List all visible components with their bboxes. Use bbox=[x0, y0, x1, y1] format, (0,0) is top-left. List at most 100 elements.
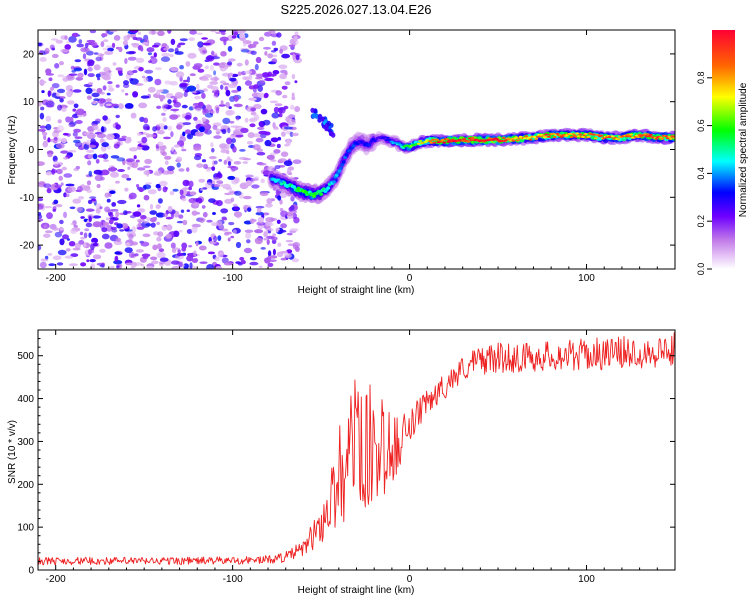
noise-blob bbox=[170, 38, 176, 46]
ridge-blob bbox=[380, 135, 384, 138]
noise-blob bbox=[227, 61, 233, 66]
noise-blob bbox=[267, 53, 274, 59]
noise-blob bbox=[245, 180, 252, 187]
ridge-blob bbox=[517, 137, 522, 140]
noise-blob bbox=[157, 231, 164, 237]
noise-blob bbox=[196, 83, 200, 90]
noise-blob bbox=[203, 163, 208, 169]
noise-blob bbox=[110, 155, 120, 159]
noise-blob bbox=[213, 184, 220, 188]
noise-blob bbox=[272, 122, 276, 129]
noise-blob bbox=[167, 205, 173, 212]
noise-blob bbox=[138, 67, 144, 72]
noise-blob bbox=[38, 128, 47, 132]
noise-blob bbox=[86, 95, 92, 100]
noise-blob bbox=[67, 185, 76, 193]
noise-blob bbox=[246, 239, 251, 244]
noise-blob bbox=[193, 250, 197, 257]
noise-blob bbox=[277, 195, 282, 201]
noise-blob bbox=[266, 239, 270, 245]
noise-blob bbox=[264, 257, 271, 264]
noise-blob bbox=[289, 228, 299, 232]
noise-blob bbox=[183, 91, 188, 98]
noise-blob bbox=[70, 228, 77, 234]
noise-blob bbox=[210, 56, 220, 60]
noise-blob bbox=[173, 151, 178, 155]
noise-blob bbox=[156, 221, 160, 225]
noise-blob bbox=[92, 215, 102, 219]
noise-blob bbox=[43, 224, 48, 230]
ridge-blob bbox=[569, 136, 574, 138]
noise-blob bbox=[172, 188, 179, 192]
noise-blob bbox=[117, 137, 127, 142]
noise-blob bbox=[197, 41, 204, 48]
noise-blob bbox=[233, 103, 243, 108]
noise-blob bbox=[216, 131, 220, 135]
noise-blob bbox=[47, 137, 51, 143]
noise-blob bbox=[286, 232, 293, 236]
spectrogram-y-tick-label: 10 bbox=[23, 97, 35, 108]
ridge-blob bbox=[547, 135, 551, 138]
noise-blob bbox=[99, 91, 105, 95]
noise-blob bbox=[128, 233, 134, 241]
noise-blob bbox=[49, 86, 55, 91]
noise-blob bbox=[77, 185, 83, 193]
ridge-blob bbox=[527, 136, 532, 139]
noise-blob bbox=[95, 56, 102, 62]
ridge-blob bbox=[442, 141, 447, 144]
noise-blob bbox=[257, 216, 264, 223]
noise-blob bbox=[212, 90, 217, 93]
noise-blob bbox=[166, 169, 175, 175]
noise-blob bbox=[214, 256, 220, 262]
ridge-blob bbox=[541, 134, 546, 137]
noise-blob bbox=[292, 42, 297, 45]
noise-blob bbox=[138, 188, 144, 193]
noise-blob bbox=[237, 71, 242, 76]
noise-blob bbox=[221, 128, 227, 135]
noise-blob bbox=[169, 191, 175, 196]
noise-blob bbox=[68, 121, 77, 126]
noise-blob bbox=[131, 226, 137, 233]
noise-blob bbox=[196, 32, 203, 35]
noise-blob bbox=[150, 256, 158, 261]
noise-blob bbox=[144, 69, 154, 74]
noise-blob bbox=[213, 235, 218, 243]
snr-x-ticks: -200 -100 0 100 bbox=[37, 330, 676, 585]
noise-blob bbox=[193, 202, 201, 206]
ridge-blob bbox=[435, 138, 440, 141]
noise-blob bbox=[46, 138, 55, 143]
noise-blob bbox=[113, 143, 120, 149]
noise-blob bbox=[62, 132, 69, 136]
noise-blob bbox=[57, 249, 67, 256]
noise-blob bbox=[59, 61, 64, 66]
noise-blob bbox=[138, 102, 148, 109]
noise-blob bbox=[163, 125, 168, 130]
noise-blob bbox=[247, 132, 255, 139]
noise-blob bbox=[121, 89, 125, 93]
noise-blob bbox=[116, 157, 125, 162]
noise-blob bbox=[240, 49, 250, 53]
noise-blob bbox=[155, 204, 161, 210]
noise-blob bbox=[218, 62, 226, 69]
noise-blob bbox=[179, 230, 183, 233]
noise-blob bbox=[53, 199, 59, 205]
noise-blob bbox=[104, 242, 113, 249]
noise-blob bbox=[100, 169, 110, 176]
noise-blob bbox=[204, 182, 213, 189]
noise-blob bbox=[48, 77, 53, 82]
ridge-blob bbox=[523, 137, 527, 140]
noise-blob bbox=[139, 116, 145, 122]
noise-blob bbox=[73, 128, 81, 133]
noise-blob bbox=[95, 73, 101, 78]
noise-blob bbox=[38, 42, 43, 46]
noise-blob bbox=[255, 211, 264, 216]
noise-blob bbox=[65, 183, 75, 187]
noise-blob bbox=[164, 155, 172, 160]
noise-blob bbox=[62, 234, 69, 240]
noise-blob bbox=[255, 56, 262, 64]
ridge-blob bbox=[627, 135, 632, 138]
noise-blob bbox=[263, 238, 268, 241]
noise-blob bbox=[157, 130, 165, 135]
noise-blob bbox=[293, 57, 303, 64]
noise-blob bbox=[43, 233, 51, 238]
